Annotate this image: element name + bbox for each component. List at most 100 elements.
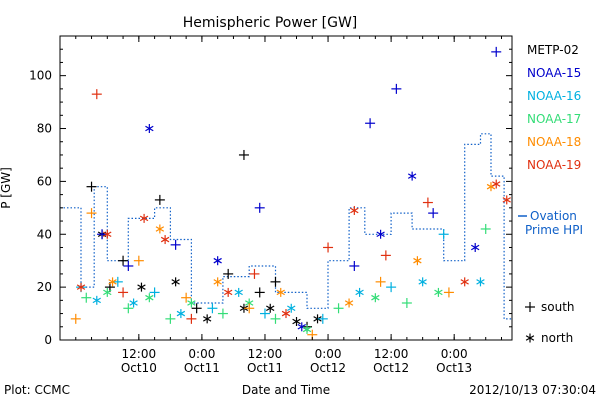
noaa-17-north-point [302,324,312,334]
noaa-16-south-point [207,303,218,314]
x-tick-sublabel: Oct13 [436,361,472,375]
noaa-18-south-point [181,292,192,303]
noaa-16-south-point [317,313,328,324]
noaa-18-south-point [133,255,144,266]
y-tick-label: 0 [44,333,52,347]
noaa-19-north-point [103,229,112,239]
noaa-19-north-point [139,213,149,223]
noaa-19-south-point [380,250,391,261]
noaa-16-north-point [176,309,186,319]
noaa-16-north-point [476,277,485,287]
noaa-15-north-point [145,124,154,134]
noaa-17-south-point [333,303,344,314]
noaa-19-south-point [186,313,197,324]
noaa-15-north-point [407,171,417,181]
south-symbol-label: south [541,300,575,314]
noaa-19-north-point [502,195,511,205]
x-tick-label: 12:00 [374,347,409,361]
metp-02-south-point [118,255,129,266]
legend: METP-02 NOAA-15 NOAA-16 NOAA-17 NOAA-18 NOAA-… [518,43,583,237]
noaa-18-north-point [155,224,165,234]
noaa-17-south-point [165,313,176,324]
ovation-hpi-layer [60,133,512,320]
x-tick-sublabel: Oct12 [310,361,346,375]
ovation-hpi-line [60,133,512,320]
noaa-19-north-point [160,235,170,245]
noaa-19-north-point [223,287,233,297]
noaa-17-south-point [270,313,281,324]
north-symbol-label: north [541,331,573,345]
noaa-15-north-point [471,242,480,252]
noaa-18-north-point [213,277,222,287]
chart-title: Hemispheric Power [GW] [183,15,358,31]
noaa-16-north-point [234,287,243,297]
noaa-15-south-point [365,118,376,129]
x-tick-label: 12:00 [122,347,157,361]
y-axis-label: P [GW] [0,167,13,209]
metp-02-south-point [86,181,97,192]
y-tick-label: 60 [37,174,52,188]
noaa-17-south-point [480,223,491,234]
legend-label-metp-02: METP-02 [527,43,579,57]
noaa-18-north-point [276,287,285,297]
noaa-19-north-point [492,179,501,189]
noaa-18-south-point [375,276,386,287]
plot-timestamp: 2012/10/13 07:30:04 [469,383,596,397]
south-symbol-icon [525,302,535,312]
x-tick-label: 0:00 [315,347,342,361]
noaa-15-south-point [349,260,360,271]
noaa-15-south-point [491,46,502,57]
noaa-18-north-point [486,182,496,192]
noaa-16-north-point [129,298,138,308]
noaa-17-south-point [217,308,228,319]
noaa-17-north-point [145,293,154,303]
noaa-17-north-point [371,293,380,303]
noaa-15-north-point [213,256,222,266]
noaa-15-north-point [376,229,385,239]
noaa-17-north-point [103,287,112,297]
legend-label-noaa-18: NOAA-18 [527,135,581,149]
x-tick-sublabel: Oct12 [373,361,409,375]
noaa-16-north-point [418,277,427,287]
noaa-18-south-point [244,303,255,314]
metp-02-south-point [270,276,281,287]
noaa-19-south-point [118,287,129,298]
metp-02-north-point [313,314,322,324]
noaa-18-south-point [443,287,454,298]
noaa-15-south-point [170,239,181,250]
y-tick-label: 80 [37,122,52,136]
noaa-18-south-point [86,208,97,219]
metp-02-south-point [154,194,165,205]
y-axis: 0 20 40 60 80 100 [29,48,512,347]
metp-02-north-point [137,282,146,292]
noaa-19-north-point [350,205,359,215]
noaa-17-south-point [401,297,412,308]
noaa-16-south-point [386,282,397,293]
noaa-19-south-point [323,242,334,253]
y-tick-label: 20 [37,280,52,294]
noaa-18-north-point [108,277,117,287]
metp-02-south-point [238,149,249,160]
noaa-16-south-point [112,276,123,287]
y-tick-label: 40 [37,227,52,241]
noaa-18-north-point [344,298,354,308]
noaa-16-south-point [149,287,160,298]
x-tick-sublabel: Oct11 [247,361,283,375]
noaa-17-south-point [81,292,92,303]
noaa-15-south-point [391,83,402,94]
legend-label-noaa-16: NOAA-16 [527,89,581,103]
plot-frame [59,35,513,341]
legend-label-noaa-19: NOAA-19 [527,158,581,172]
noaa-17-south-point [123,303,134,314]
metp-02-north-point [239,303,249,313]
north-symbol-icon [525,333,535,343]
noaa-15-south-point [97,229,108,240]
noaa-17-north-point [187,298,196,308]
noaa-19-north-point [460,277,469,287]
metp-02-north-point [266,303,275,313]
metp-02-north-point [202,314,212,324]
noaa-19-north-point [281,309,291,319]
x-axis: 12:00Oct100:00Oct1112:00Oct110:00Oct1212… [59,36,502,375]
x-tick-label: 12:00 [248,347,283,361]
